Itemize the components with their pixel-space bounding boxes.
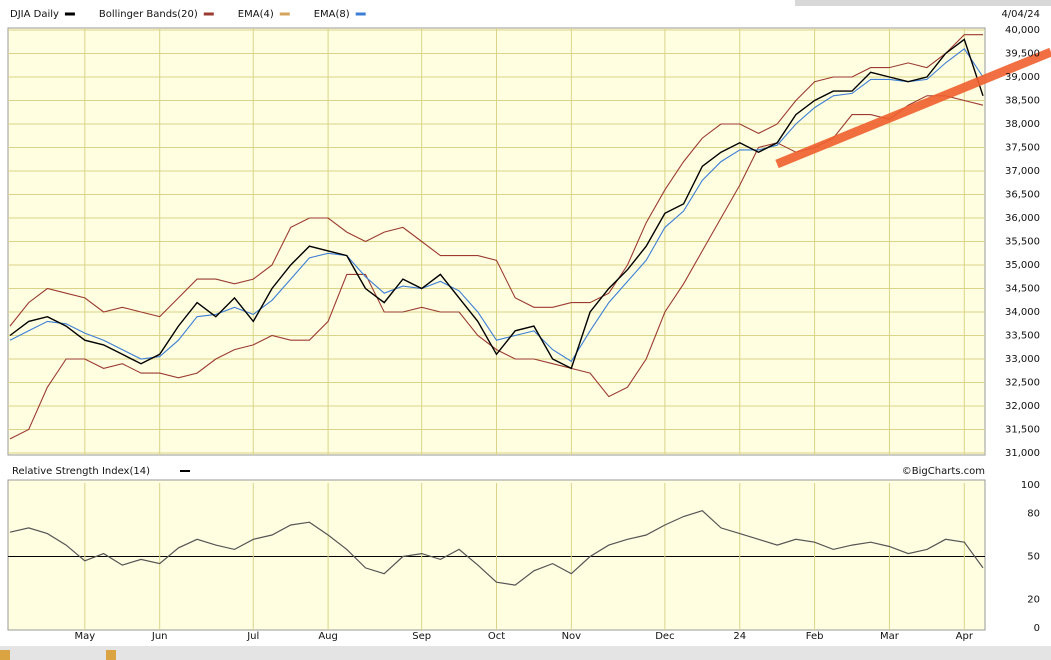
trend-line-annotation [775,47,1051,169]
series-line [9,48,984,363]
y-tick-label: 32,500 [1005,378,1040,389]
y-tick-label: 20 [1027,594,1040,605]
y-tick-label: 50 [1027,552,1040,563]
bottom-toolbar [0,646,1051,660]
x-tick-label: Jul [246,631,259,642]
x-tick-label: May [75,631,96,642]
band-line [9,34,983,327]
y-tick-label: 32,000 [1005,401,1040,412]
y-tick-label: 31,500 [1005,425,1040,436]
y-tick-label: 31,000 [1005,448,1040,459]
y-tick-label: 35,000 [1005,260,1040,271]
y-tick-label: 40,000 [1005,25,1040,36]
y-tick-label: 34,500 [1005,284,1040,295]
x-tick-label: Sep [412,631,431,642]
toolbar-icon[interactable] [106,650,116,660]
top-strip [795,0,1051,6]
x-tick-label: Dec [655,631,674,642]
legend-label: Bollinger Bands(20) [99,9,198,20]
y-tick-label: 39,000 [1005,72,1040,83]
y-tick-label: 36,500 [1005,190,1040,201]
x-tick-label: 24 [733,631,746,642]
y-tick-label: 38,000 [1005,119,1040,130]
y-tick-label: 80 [1027,509,1040,520]
y-tick-label: 100 [1021,480,1040,491]
grid-layer [8,28,985,630]
x-tick-label: Jun [151,631,168,642]
y-tick-label: 34,000 [1005,307,1040,318]
y-tick-label: 39,500 [1005,49,1040,60]
y-tick-label: 36,000 [1005,213,1040,224]
y-tick-label: 35,500 [1005,237,1040,248]
x-tick-label: Nov [562,631,582,642]
source: ©BigCharts.com [902,466,985,477]
rsi-line [9,510,984,586]
y-tick-label: 0 [1034,623,1040,634]
x-tick-label: Feb [806,631,824,642]
y-tick-label: 33,500 [1005,331,1040,342]
x-tick-label: Apr [956,631,974,642]
legend-label: EMA(4) [238,9,274,20]
x-tick-label: Mar [880,631,900,642]
y-tick-label: 38,500 [1005,96,1040,107]
date-label: 4/04/24 [1001,9,1040,20]
toolbar-icon[interactable] [0,650,10,660]
legend-label: EMA(8) [314,9,350,20]
series-line [9,38,984,370]
y-tick-label: 33,000 [1005,354,1040,365]
x-tick-label: Aug [318,631,338,642]
y-tick-label: 37,000 [1005,166,1040,177]
y-tick-label: 37,500 [1005,143,1040,154]
x-tick-label: Oct [488,631,505,642]
legend-label: DJIA Daily [10,9,59,20]
rsi-title: Relative Strength Index(14) [12,466,150,477]
